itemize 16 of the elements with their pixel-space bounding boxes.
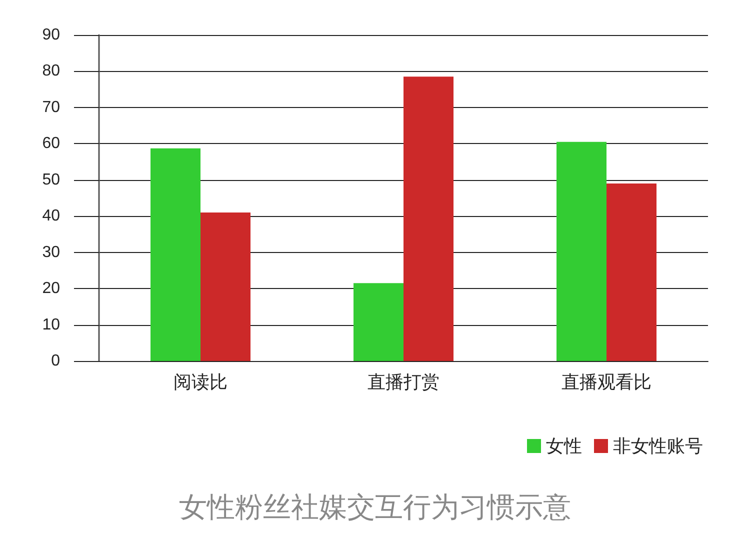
legend-label: 女性: [546, 436, 582, 456]
y-tick-label: 20: [42, 280, 60, 298]
y-tick-label: 90: [42, 26, 60, 44]
x-tick-label: 阅读比: [174, 372, 228, 392]
y-tick-label: 0: [51, 352, 60, 370]
x-tick-label: 直播观看比: [562, 372, 652, 392]
y-tick-label: 40: [42, 208, 60, 225]
y-tick-label: 70: [42, 98, 60, 116]
x-tick-label: 直播打赏: [368, 372, 440, 392]
y-tick-label: 10: [42, 316, 60, 334]
legend-label: 非女性账号: [613, 436, 703, 456]
y-tick-label: 30: [42, 244, 60, 261]
y-tick-label: 50: [42, 171, 60, 188]
y-tick-label: 80: [42, 62, 60, 80]
text: 女性粉丝社媒交互行为习惯示意: [179, 492, 571, 522]
y-tick-label: 60: [42, 135, 60, 152]
